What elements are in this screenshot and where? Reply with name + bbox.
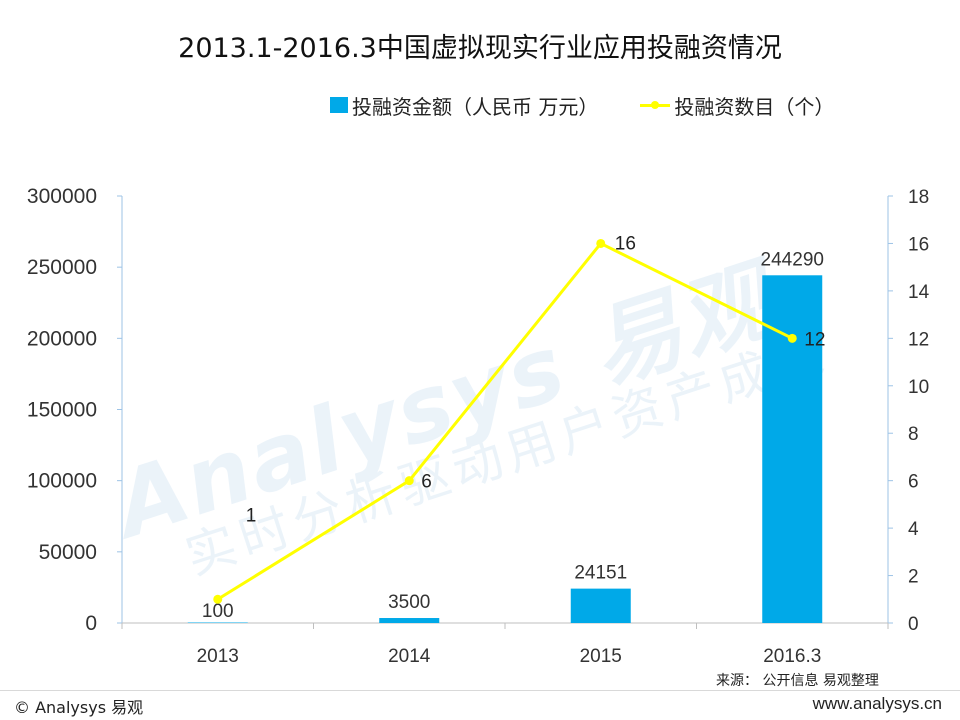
line-point [787, 333, 797, 343]
chart-legend: 投融资金额（人民币 万元） 投融资数目（个） [330, 92, 835, 119]
y-left-tick-label: 250000 [27, 256, 97, 279]
bar [379, 618, 440, 623]
source-note: 来源： 公开信息 易观整理 [716, 673, 879, 689]
x-tick-label: 2015 [580, 646, 622, 667]
line-series [216, 241, 793, 601]
x-tick-label: 2016.3 [763, 646, 821, 667]
line-point [404, 476, 414, 486]
y-right-tick-label: 18 [908, 187, 929, 208]
bar-data-label: 244290 [761, 249, 824, 270]
y-left-tick-label: 50000 [39, 541, 97, 564]
x-tick-label: 2014 [388, 646, 431, 667]
y-right-tick-label: 2 [908, 567, 919, 588]
y-left-tick-label: 150000 [27, 399, 97, 422]
line-data-label: 12 [804, 329, 825, 350]
y-right-tick-label: 12 [908, 329, 929, 350]
legend-bar-label: 投融资金额（人民币 万元） [352, 94, 599, 119]
y-right-tick-label: 16 [908, 234, 929, 255]
legend-line-swatch [640, 98, 671, 112]
y-left-tick-label: 300000 [27, 185, 97, 208]
y-left-tick-label: 200000 [27, 327, 97, 350]
y-left-tick-label: 0 [85, 612, 97, 635]
footer-divider [0, 690, 960, 691]
y-right-tick-label: 14 [908, 282, 930, 303]
y-right-tick-label: 4 [908, 519, 919, 540]
y-left-tick-label: 100000 [27, 470, 97, 493]
bar-data-label: 3500 [388, 592, 430, 613]
line-data-label: 16 [615, 233, 636, 254]
y-right-tick-label: 0 [908, 614, 919, 635]
chart-title: 2013.1-2016.3中国虚拟现实行业应用投融资情况 [178, 33, 782, 64]
legend-bar-swatch [330, 97, 348, 113]
bar [187, 622, 248, 623]
bar [762, 275, 823, 623]
bar-data-label: 100 [202, 601, 234, 622]
footer-website: www.analysys.cn [812, 694, 942, 713]
line-point [213, 594, 223, 604]
line-data-label: 6 [421, 472, 432, 493]
x-tick-label: 2013 [197, 646, 239, 667]
bar [570, 588, 631, 623]
y-right-tick-label: 6 [908, 472, 919, 493]
legend-line-label: 投融资数目（个） [674, 94, 835, 119]
y-right-tick-label: 10 [908, 377, 929, 398]
line-point [596, 238, 606, 248]
line-data-label: 1 [246, 505, 257, 526]
y-right-tick-label: 8 [908, 424, 919, 445]
bar-data-label: 24151 [574, 563, 627, 584]
footer-copyright: © Analysys 易观 [14, 698, 144, 717]
